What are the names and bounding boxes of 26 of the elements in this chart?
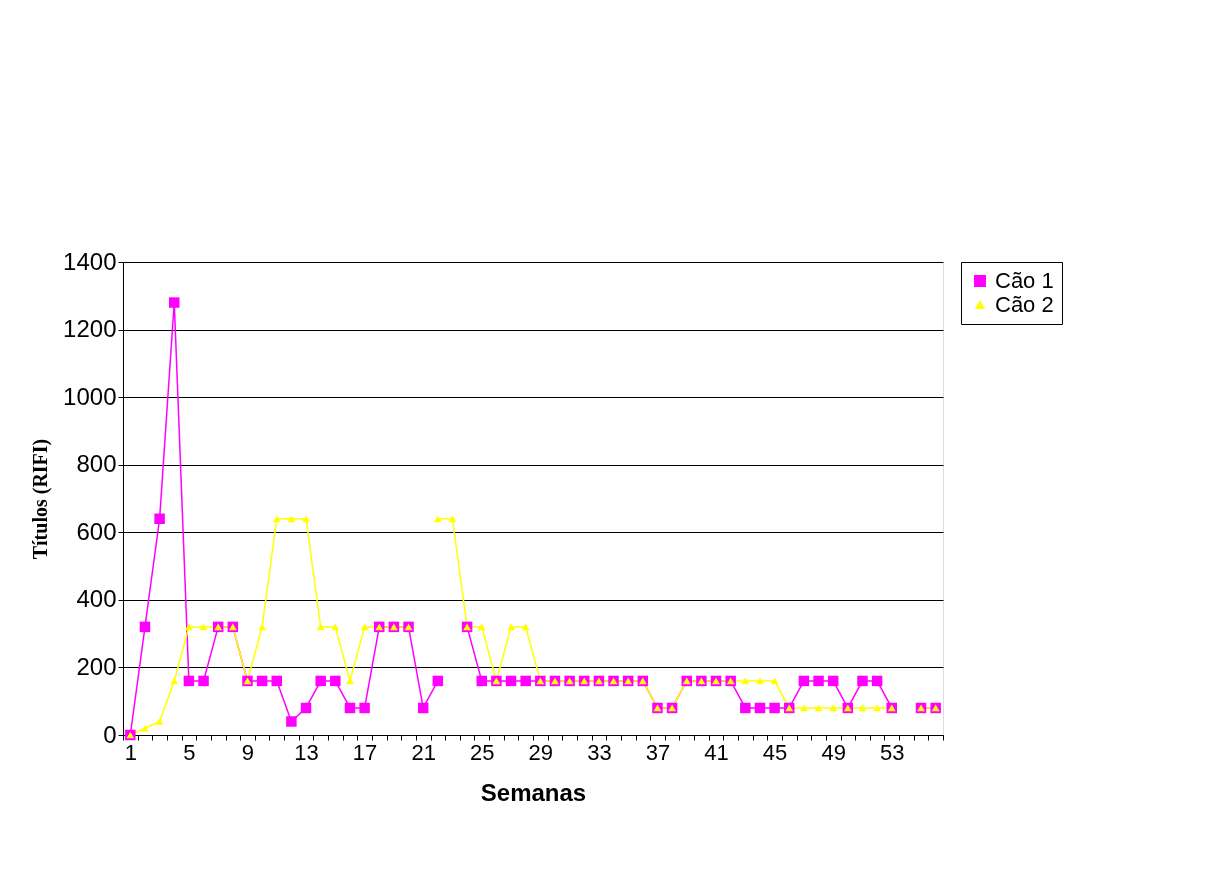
- x-tick-label: 1: [124, 739, 137, 765]
- x-tick-label: 21: [411, 739, 436, 765]
- x-tick-label: 41: [704, 739, 729, 765]
- x-tick-label: 17: [352, 739, 378, 765]
- y-tick-label: 400: [76, 585, 117, 613]
- x-tick-label: 33: [587, 739, 612, 765]
- y-tick-label: 0: [103, 720, 117, 748]
- x-tick-label: 13: [294, 739, 319, 765]
- x-axis-title: Semanas: [480, 778, 587, 806]
- y-tick-label: 1200: [63, 315, 117, 343]
- y-tick-label: 200: [76, 652, 117, 680]
- x-tick-label: 53: [880, 739, 905, 765]
- x-tick-label: 25: [470, 739, 495, 765]
- y-tick-label: 600: [76, 517, 117, 545]
- x-tick-label: 37: [645, 739, 671, 765]
- y-axis-title: Títulos (RIFI): [29, 438, 53, 560]
- legend-label: Cão 2: [995, 292, 1054, 317]
- y-tick-label: 800: [76, 450, 117, 478]
- x-tick-label: 5: [183, 739, 196, 765]
- y-tick-label: 1400: [63, 247, 117, 275]
- x-tick-label: 45: [762, 739, 788, 765]
- x-tick-label: 49: [821, 739, 846, 765]
- legend-label: Cão 1: [995, 268, 1054, 293]
- y-tick-label: 1000: [63, 382, 117, 410]
- x-tick-label: 9: [241, 739, 255, 765]
- x-tick-label: 29: [528, 739, 554, 765]
